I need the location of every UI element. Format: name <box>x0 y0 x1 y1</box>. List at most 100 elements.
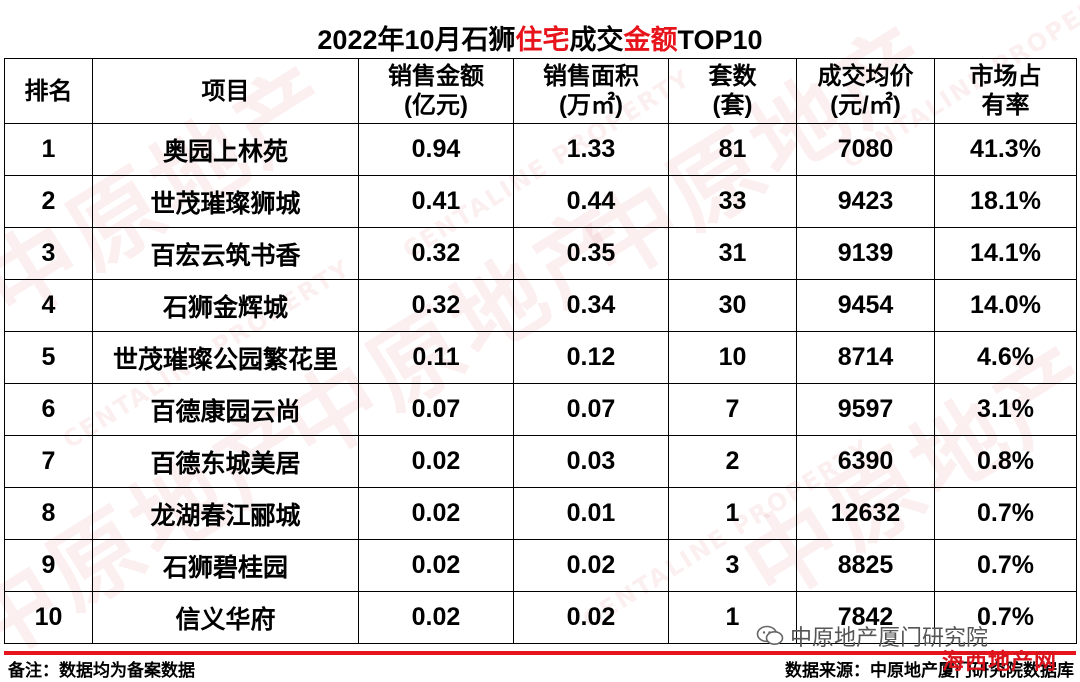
header-rank: 排名 <box>4 58 93 124</box>
cell-share: 0.7% <box>934 591 1077 644</box>
cell-units: 3 <box>668 539 797 592</box>
cell-rank: 3 <box>4 227 93 280</box>
site-watermark-stamp: 海西地产网 <box>942 650 1058 675</box>
table-row: 1 奥园上林苑 0.94 1.33 81 7080 41.3% <box>4 123 1077 176</box>
cell-amount: 0.94 <box>358 123 514 176</box>
cell-rank: 9 <box>4 539 93 592</box>
cell-rank: 10 <box>4 591 93 644</box>
cell-price: 7080 <box>796 123 935 176</box>
cell-name: 百德东城美居 <box>92 435 359 488</box>
cell-name: 世茂璀璨公园繁花里 <box>92 331 359 384</box>
table-footnote: 备注：数据均为备案数据 <box>8 661 195 680</box>
wechat-icon <box>756 625 784 645</box>
table-row: 9 石狮碧桂园 0.02 0.02 3 8825 0.7% <box>4 539 1077 592</box>
cell-price: 7842 <box>796 591 935 644</box>
data-source-note: 数据来源：中原地产厦门研究院数据库 <box>785 661 1074 680</box>
header-share: 市场占 有率 <box>934 58 1077 124</box>
cell-area: 0.12 <box>513 331 669 384</box>
title-part-1: 2022年10月石狮 <box>317 25 516 55</box>
header-name: 项目 <box>92 58 359 124</box>
cell-amount: 0.02 <box>358 435 514 488</box>
cell-area: 0.35 <box>513 227 669 280</box>
table-row: 10 信义华府 0.02 0.02 1 7842 0.7% <box>4 591 1077 644</box>
cell-area: 0.07 <box>513 383 669 436</box>
title-highlight-housing: 住宅 <box>515 25 570 55</box>
cell-rank: 2 <box>4 175 93 228</box>
header-units: 套数 (套) <box>668 58 797 124</box>
cell-amount: 0.11 <box>358 331 514 384</box>
table-row: 4 石狮金辉城 0.32 0.34 30 9454 14.0% <box>4 279 1077 332</box>
cell-units: 2 <box>668 435 797 488</box>
cell-rank: 1 <box>4 123 93 176</box>
cell-share: 14.1% <box>934 227 1077 280</box>
cell-rank: 7 <box>4 435 93 488</box>
table-header-row: 排名 项目 销售金额 (亿元) 销售面积 (万㎡) 套数 (套) 成交均价 (元/㎡) … <box>4 58 1077 124</box>
cell-price: 6390 <box>796 435 935 488</box>
table-row: 5 世茂璀璨公园繁花里 0.11 0.12 10 8714 4.6% <box>4 331 1077 384</box>
cell-share: 0.8% <box>934 435 1077 488</box>
cell-area: 0.01 <box>513 487 669 540</box>
cell-amount: 0.02 <box>358 539 514 592</box>
cell-name: 百德康园云尚 <box>92 383 359 436</box>
cell-units: 31 <box>668 227 797 280</box>
cell-amount: 0.02 <box>358 591 514 644</box>
table-row: 2 世茂璀璨狮城 0.41 0.44 33 9423 18.1% <box>4 175 1077 228</box>
title-part-2: 成交 <box>569 25 624 55</box>
cell-share: 0.7% <box>934 487 1077 540</box>
cell-price: 9423 <box>796 175 935 228</box>
cell-units: 7 <box>668 383 797 436</box>
cell-price: 12632 <box>796 487 935 540</box>
header-area: 销售面积 (万㎡) <box>513 58 669 124</box>
cell-area: 0.02 <box>513 539 669 592</box>
title-highlight-amount: 金额 <box>623 25 678 55</box>
cell-price: 8714 <box>796 331 935 384</box>
cell-area: 0.02 <box>513 591 669 644</box>
cell-rank: 5 <box>4 331 93 384</box>
cell-share: 14.0% <box>934 279 1077 332</box>
cell-units: 81 <box>668 123 797 176</box>
cell-amount: 0.41 <box>358 175 514 228</box>
cell-price: 8825 <box>796 539 935 592</box>
header-price: 成交均价 (元/㎡) <box>796 58 935 124</box>
cell-area: 1.33 <box>513 123 669 176</box>
cell-units: 33 <box>668 175 797 228</box>
cell-area: 0.44 <box>513 175 669 228</box>
title-part-3: TOP10 <box>677 25 763 55</box>
cell-name: 奥园上林苑 <box>92 123 359 176</box>
cell-amount: 0.32 <box>358 227 514 280</box>
cell-name: 信义华府 <box>92 591 359 644</box>
cell-price: 9139 <box>796 227 935 280</box>
cell-price: 9454 <box>796 279 935 332</box>
cell-rank: 6 <box>4 383 93 436</box>
wechat-account-label: 中原地产厦门研究院 <box>790 625 989 650</box>
bottom-accent-bar <box>4 651 1076 655</box>
cell-amount: 0.02 <box>358 487 514 540</box>
cell-units: 1 <box>668 487 797 540</box>
cell-price: 9597 <box>796 383 935 436</box>
cell-share: 41.3% <box>934 123 1077 176</box>
page-title: 2022年10月石狮住宅成交金额TOP10 <box>4 22 1076 58</box>
table-row: 6 百德康园云尚 0.07 0.07 7 9597 3.1% <box>4 383 1077 436</box>
cell-name: 石狮金辉城 <box>92 279 359 332</box>
table-row: 7 百德东城美居 0.02 0.03 2 6390 0.8% <box>4 435 1077 488</box>
cell-amount: 0.07 <box>358 383 514 436</box>
cell-units: 10 <box>668 331 797 384</box>
cell-share: 3.1% <box>934 383 1077 436</box>
header-amount: 销售金额 (亿元) <box>358 58 514 124</box>
cell-amount: 0.32 <box>358 279 514 332</box>
cell-share: 4.6% <box>934 331 1077 384</box>
wechat-account-watermark: 中原地产厦门研究院 <box>756 620 988 652</box>
ranking-table: 排名 项目 销售金额 (亿元) 销售面积 (万㎡) 套数 (套) 成交均价 (元/㎡) … <box>4 58 1077 644</box>
cell-name: 百宏云筑书香 <box>92 227 359 280</box>
cell-rank: 4 <box>4 279 93 332</box>
cell-share: 0.7% <box>934 539 1077 592</box>
table-row: 3 百宏云筑书香 0.32 0.35 31 9139 14.1% <box>4 227 1077 280</box>
cell-name: 石狮碧桂园 <box>92 539 359 592</box>
cell-share: 18.1% <box>934 175 1077 228</box>
cell-area: 0.03 <box>513 435 669 488</box>
cell-name: 龙湖春江郦城 <box>92 487 359 540</box>
cell-name: 世茂璀璨狮城 <box>92 175 359 228</box>
cell-units: 30 <box>668 279 797 332</box>
table-row: 8 龙湖春江郦城 0.02 0.01 1 12632 0.7% <box>4 487 1077 540</box>
cell-area: 0.34 <box>513 279 669 332</box>
